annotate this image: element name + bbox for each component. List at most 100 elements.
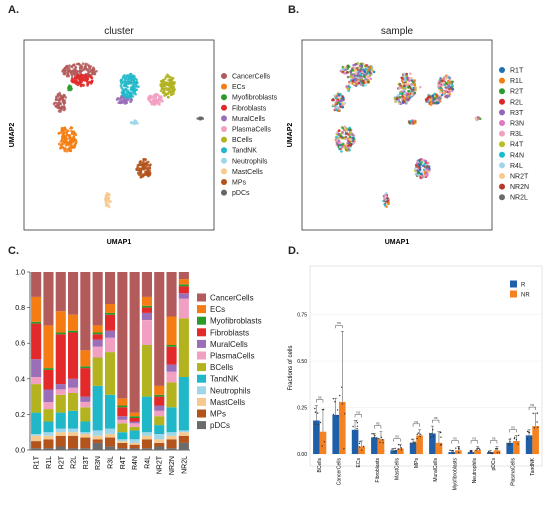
data-point: [532, 412, 534, 415]
umap-point: [340, 68, 344, 72]
stacked-bar-segment: [141, 305, 152, 308]
significance-bracket: [374, 425, 382, 429]
umap-point: [90, 76, 93, 79]
x-tick-label: CancerCells: [337, 458, 343, 486]
stacked-bar-segment: [166, 364, 177, 372]
x-tick-label: R2L: [71, 456, 78, 469]
umap-point: [86, 63, 89, 66]
umap-point: [116, 97, 119, 101]
umap-point: [86, 75, 90, 79]
x-tick-label: R4N: [132, 456, 139, 470]
data-point: [371, 433, 373, 435]
umap-point: [444, 86, 447, 89]
legend-label: Fibroblasts: [232, 105, 267, 112]
umap-point: [365, 64, 369, 67]
umap-sample-frame: [301, 39, 493, 231]
umap-point: [125, 101, 128, 105]
data-point: [439, 444, 442, 446]
umap-point: [424, 98, 428, 101]
umap-point: [357, 76, 360, 80]
stacked-bar-segment: [80, 396, 91, 402]
data-point: [393, 450, 396, 453]
umap-point: [137, 85, 140, 88]
umap-point: [134, 93, 137, 96]
umap-point: [398, 92, 402, 96]
legend-label: Fibroblasts: [210, 328, 249, 337]
stacked-bar-segment: [31, 359, 42, 377]
data-point: [395, 450, 397, 452]
umap-point: [360, 70, 364, 73]
stacked-bar-segment: [178, 432, 189, 436]
stacked-bar-segment: [92, 439, 103, 443]
umap-point: [129, 86, 133, 89]
data-point: [517, 443, 519, 445]
legend-swatch: [197, 421, 206, 430]
umap-point: [387, 202, 390, 206]
data-point: [451, 450, 454, 452]
legend-swatch: [197, 363, 206, 372]
umap-point: [123, 76, 127, 80]
umap-point: [126, 85, 129, 89]
legend-label: PlasmaCells: [232, 127, 271, 134]
stacked-bar-segment: [80, 432, 91, 434]
stacked-bar-segment: [31, 321, 42, 324]
stacked-bar-segment: [105, 437, 116, 447]
umap-point: [119, 96, 123, 99]
umap-point: [70, 129, 73, 133]
stacked-bar-segment: [68, 314, 79, 331]
umap-point: [398, 86, 402, 90]
legend-label: pDCs: [232, 190, 250, 197]
y-tick-label: 0.00: [297, 452, 307, 458]
legend-swatch: [499, 130, 505, 137]
stacked-bar-segment: [141, 307, 152, 313]
legend-label: R1T: [510, 68, 524, 75]
umap-point: [413, 119, 417, 123]
umap-point: [148, 164, 151, 167]
umap-point: [418, 168, 422, 172]
umap-point: [60, 128, 64, 131]
umap-point: [413, 91, 417, 95]
umap-point: [448, 90, 451, 94]
legend-label: R4T: [510, 142, 524, 149]
umap-point: [348, 131, 352, 135]
umap-point: [69, 148, 72, 151]
y-tick-label: 1.0: [15, 270, 25, 277]
legend-label: MastCells: [210, 398, 245, 407]
umap-point: [341, 103, 345, 107]
umap-point: [363, 70, 366, 73]
stacked-bar-legend: CancerCells ECs Myofibroblasts Fibroblasts M…: [197, 293, 262, 430]
stacked-bar-segment: [43, 421, 54, 433]
umap-point: [138, 163, 141, 166]
umap-point: [119, 84, 123, 88]
stacked-bar-segment: [129, 421, 140, 424]
legend-swatch: [499, 88, 505, 95]
legend-label: NR: [521, 293, 530, 299]
bar-nr: [532, 426, 539, 454]
umap-point: [74, 132, 77, 136]
stacked-bar-segment: [178, 435, 189, 443]
data-point: [356, 422, 359, 424]
data-point: [508, 443, 510, 445]
legend-swatch: [499, 162, 505, 169]
x-tick-label: PlasmaCells: [511, 458, 517, 486]
bar-r: [448, 452, 455, 454]
data-point: [341, 386, 343, 388]
y-tick-label: 0.2: [15, 412, 25, 419]
bar-r: [390, 450, 397, 454]
bar-r: [332, 414, 339, 454]
stacked-bar-segment: [43, 435, 54, 440]
legend-swatch: [510, 280, 517, 288]
umap-point: [346, 75, 350, 79]
umap-point: [63, 149, 67, 153]
legend-swatch: [499, 77, 505, 84]
legend-label: Myofibroblasts: [232, 95, 278, 102]
significance-label: ns: [492, 437, 496, 441]
umap-point: [154, 94, 157, 97]
umap-point: [348, 135, 352, 139]
stacked-bar-segment: [178, 286, 189, 294]
legend-label: BCells: [210, 363, 233, 372]
stacked-bar-segment: [80, 448, 91, 450]
legend-swatch: [221, 136, 227, 143]
stacked-bar-segment: [92, 442, 103, 450]
umap-point: [74, 65, 77, 69]
